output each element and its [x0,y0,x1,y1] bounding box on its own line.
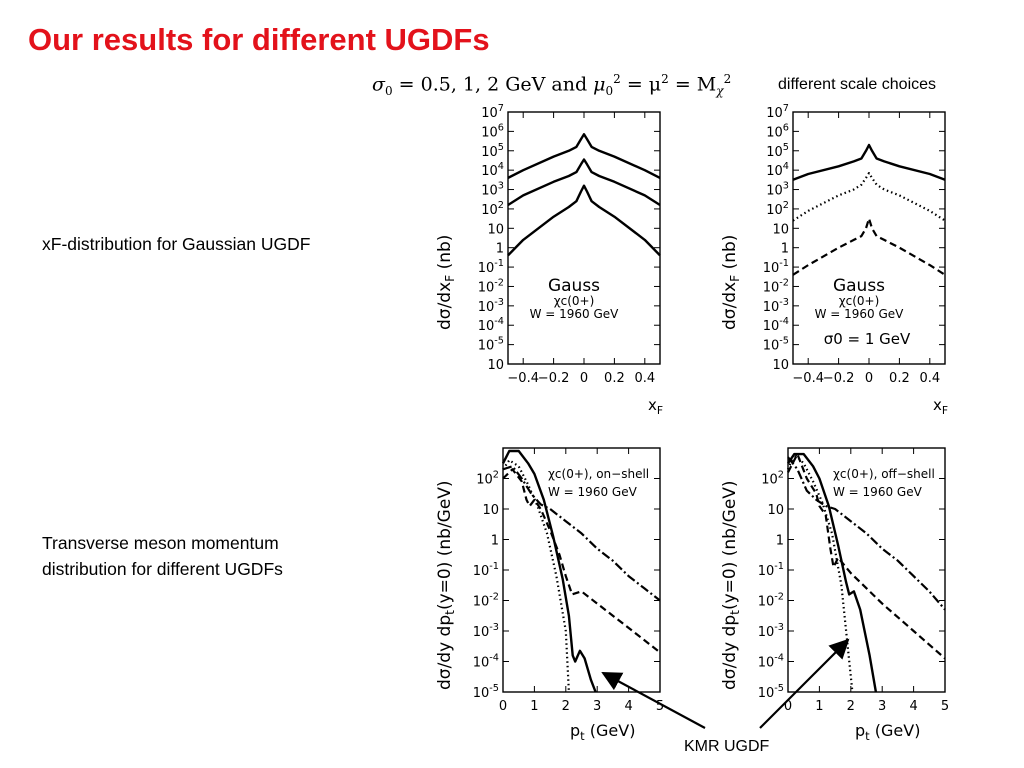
y-axis-label: dσ/dy dpt(y=0) (nb/GeV) [720,480,742,690]
series-line-solid [792,143,946,181]
pt-caption-line-1: Transverse meson momentum [42,533,279,553]
kmr-arrow-left [601,672,706,729]
xf-gauss-sigma-chart: 10710610510410310210110-110-210-310-410-… [435,103,663,417]
y-tick-label: 1 [491,534,499,549]
x-tick-label: 3 [593,699,601,714]
y-tick-label: 1 [496,242,504,257]
x-tick-label: 0.4 [634,371,655,386]
series-line-solid [787,452,878,693]
x-tick-label: 0 [499,699,507,714]
annotation-sigma: σ0 = 1 GeV [824,330,911,348]
y-axis-label: dσ/dxF (nb) [435,235,457,330]
x-tick-label: 5 [656,699,664,714]
x-tick-label: −0.4 [507,371,539,386]
x-axis-label: pt (GeV) [570,721,635,743]
xf-caption: xF-distribution for Gaussian UGDF [42,234,311,254]
annotation-energy: W = 1960 GeV [815,307,905,321]
series-line-solid [507,158,661,207]
y-tick-label: 10 [772,358,789,373]
series-line-dashdot [787,456,946,611]
y-tick-label: 10 [767,503,784,518]
y-tick-label: 10 [772,222,789,237]
xf-gauss-scale-chart: 10710610510410310210110-110-210-310-410-… [720,103,948,417]
y-tick-label: 1 [781,242,789,257]
series-line-dashdot [502,465,661,602]
pt-caption: Transverse meson momentum distribution f… [42,530,283,582]
pt-caption-line-2: distribution for different UGDFs [42,559,283,579]
series-line-solid [507,184,661,257]
series-line-solid [507,133,661,179]
series-line-dotted [502,459,570,693]
x-tick-label: 4 [624,699,632,714]
annotation-energy: W = 1960 GeV [548,485,638,499]
x-tick-label: 0.2 [604,371,625,386]
annotation-meson: χc(0+), off−shell [833,467,935,481]
x-tick-label: 0 [580,371,588,386]
annotation-gauss: Gauss [833,276,885,296]
x-tick-label: 0 [865,371,873,386]
annotation-energy: W = 1960 GeV [833,485,923,499]
x-axis-label: pt (GeV) [855,721,920,743]
annotation-energy: W = 1960 GeV [530,307,620,321]
x-tick-label: 5 [941,699,949,714]
x-tick-label: −0.4 [792,371,824,386]
y-tick-label: 10 [487,358,504,373]
x-tick-label: 0.2 [889,371,910,386]
x-tick-label: 2 [562,699,570,714]
x-tick-label: 3 [878,699,886,714]
scale-formula: σ0 = 0.5, 1, 2 GeV and μ02 = μ2 = Mχ2 [372,72,732,99]
x-tick-label: 0 [784,699,792,714]
annotation-meson: χc(0+), on−shell [548,467,649,481]
y-axis-label: dσ/dxF (nb) [720,235,742,330]
x-tick-label: 0.4 [919,371,940,386]
y-tick-label: 1 [776,534,784,549]
kmr-ugdf-label: KMR UGDF [684,738,770,755]
x-tick-label: 1 [530,699,538,714]
series-line-dotted [792,172,946,222]
y-axis-label: dσ/dy dpt(y=0) (nb/GeV) [435,480,457,690]
kmr-arrow-right [759,638,850,729]
annotation-meson: χc(0+) [839,294,880,308]
series-line-dashed [502,468,661,654]
scale-choices-note: different scale choices [778,76,937,93]
y-tick-label: 10 [487,222,504,237]
slide-title: Our results for different UGDFs [28,22,490,57]
series-line-solid [501,449,597,693]
annotation-gauss: Gauss [548,276,600,296]
x-tick-label: −0.2 [538,371,570,386]
series-line-dashed [787,453,946,660]
x-tick-label: −0.2 [823,371,855,386]
x-tick-label: 4 [909,699,917,714]
x-tick-label: 1 [815,699,823,714]
x-tick-label: 2 [847,699,855,714]
annotation-meson: χc(0+) [554,294,595,308]
y-tick-label: 10 [482,503,499,518]
